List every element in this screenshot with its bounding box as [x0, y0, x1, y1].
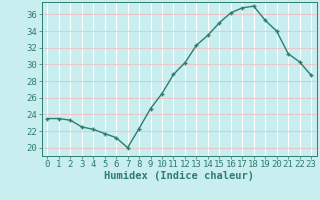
X-axis label: Humidex (Indice chaleur): Humidex (Indice chaleur) [104, 171, 254, 181]
